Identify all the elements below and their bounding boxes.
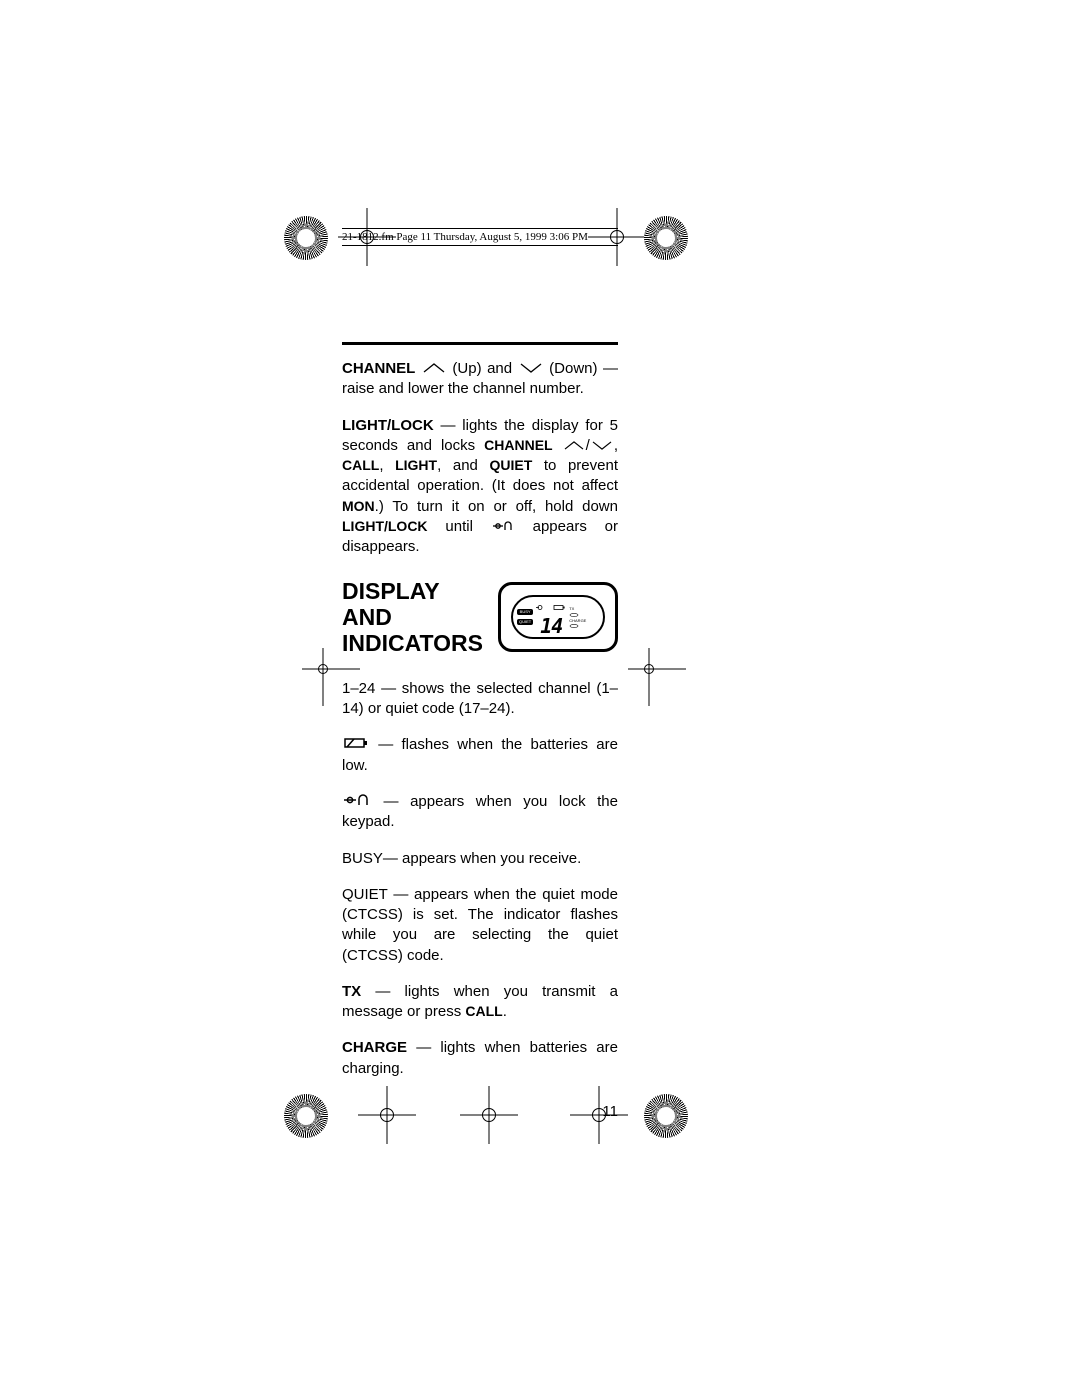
lcd-top-icons (536, 604, 566, 611)
registration-mark (308, 654, 338, 684)
lock-icon (344, 792, 370, 812)
lcd-inner: BUSY QUIET 14 TX CHARGE (511, 595, 605, 639)
busy-paragraph: BUSY— appears when you receive. (342, 849, 618, 869)
t4: until (428, 518, 491, 535)
page-number: 11 (342, 1103, 618, 1120)
lcd-busy-tag: BUSY (517, 609, 533, 615)
lcd-charge: CHARGE (569, 618, 586, 624)
tx-label: TX (342, 983, 361, 1000)
range-paragraph: 1–24 — shows the selected channel (1–14)… (342, 679, 618, 720)
section-rule (342, 342, 618, 345)
tx-paragraph: TX — lights when you transmit a message … (342, 982, 618, 1023)
lcd-quiet-tag: QUIET (517, 619, 533, 625)
light-bold: LIGHT (395, 457, 437, 473)
up-text: (Up) and (452, 360, 517, 377)
lock-paragraph: — appears when you lock the keypad. (342, 792, 618, 833)
sep2: , and (437, 457, 489, 474)
sep1: , (379, 457, 395, 474)
lcd-right-labels: TX CHARGE (569, 606, 586, 628)
charge-paragraph: CHARGE — lights when batteries are charg… (342, 1038, 618, 1079)
battery-text: — flashes when the batteries are low. (342, 736, 618, 773)
lcd-value: 14 (536, 616, 566, 636)
t3: .) To turn it on or off, hold down (375, 498, 618, 515)
lcd-tx: TX (569, 606, 586, 612)
comma: , (614, 437, 618, 454)
lock-icon (493, 517, 513, 537)
tx-call: CALL (465, 1003, 502, 1019)
busy-text: — appears when you receive. (383, 850, 581, 867)
lightlock-bold2: LIGHT/LOCK (342, 518, 428, 534)
channel-label: CHANNEL (342, 360, 415, 377)
battery-paragraph: — flashes when the batteries are low. (342, 735, 618, 776)
down-triangle-icon (520, 359, 542, 379)
range-label: 1–24 (342, 680, 375, 697)
registration-mark (634, 654, 664, 684)
mon-bold: MON (342, 498, 375, 514)
busy-label: BUSY (342, 850, 383, 867)
lcd-left-tags: BUSY QUIET (517, 609, 533, 625)
lightlock-label: LIGHT/LOCK (342, 417, 434, 434)
header-text: 21-1812.fm Page 11 Thursday, August 5, 1… (342, 231, 588, 243)
battery-icon (344, 735, 368, 755)
channel-bold: CHANNEL (484, 437, 552, 453)
lock-text: — appears when you lock the keypad. (342, 793, 618, 830)
heading-row: DISPLAY AND INDICATORS DISPLAYANDINDICAT… (342, 578, 618, 657)
page-header: 21-1812.fm Page 11 Thursday, August 5, 1… (342, 228, 618, 246)
section-heading: DISPLAY AND INDICATORS DISPLAYANDINDICAT… (342, 578, 483, 657)
lightlock-paragraph: LIGHT/LOCK — lights the display for 5 se… (342, 416, 618, 558)
range-text: — shows the selected channel (1–14) or q… (342, 680, 618, 717)
down-triangle-icon (592, 436, 612, 456)
registration-medallion (284, 216, 328, 260)
registration-medallion (284, 1094, 328, 1138)
channel-paragraph: CHANNEL (Up) and (Down) — raise and lowe… (342, 359, 618, 400)
registration-medallion (644, 1094, 688, 1138)
up-triangle-icon (564, 436, 584, 456)
registration-medallion (644, 216, 688, 260)
quiet-label: QUIET (342, 886, 388, 903)
tx-period: . (503, 1003, 507, 1020)
lcd-center: 14 (536, 598, 566, 636)
quiet-bold: QUIET (489, 457, 532, 473)
page-content: 21-1812.fm Page 11 Thursday, August 5, 1… (342, 228, 618, 1120)
call-bold: CALL (342, 457, 379, 473)
lcd-diagram: BUSY QUIET 14 TX CHARGE (498, 582, 618, 652)
quiet-paragraph: QUIET — appears when the quiet mode (CTC… (342, 885, 618, 966)
up-triangle-icon (423, 359, 445, 379)
charge-label: CHARGE (342, 1039, 407, 1056)
